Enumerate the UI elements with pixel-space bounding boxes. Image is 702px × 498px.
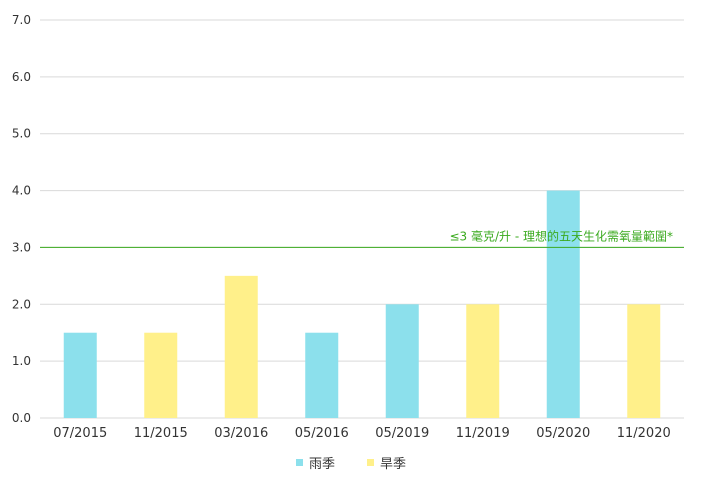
bar-dry[interactable] [627, 304, 661, 418]
bar-dry[interactable] [144, 332, 178, 418]
y-tick-label: 3.0 [12, 240, 31, 254]
y-tick-label: 6.0 [12, 70, 31, 84]
x-tick-label: 05/2016 [295, 426, 349, 441]
x-tick-label: 11/2019 [456, 426, 510, 441]
y-tick-label: 1.0 [12, 354, 31, 368]
legend-item-dry[interactable]: 旱季 [367, 453, 406, 472]
y-tick-label: 5.0 [12, 127, 31, 141]
x-axis-ticks: 07/2015 11/2015 03/2016 05/2016 05/2019 11/20… [53, 426, 671, 441]
legend-swatch-rainy [295, 459, 303, 466]
bars [63, 190, 661, 418]
bar-chart: 0.0 1.0 2.0 3.0 4.0 5.0 6.0 7.0 ≤3 毫克/升 - 理想的五天… [12, 13, 684, 441]
y-tick-label: 4.0 [12, 184, 31, 198]
bar-dry[interactable] [224, 275, 258, 418]
bar-rainy[interactable] [385, 304, 419, 418]
x-tick-label: 03/2016 [214, 426, 268, 441]
y-tick-label: 7.0 [12, 13, 31, 27]
reference-line-group: ≤3 毫克/升 - 理想的五天生化需氧量範圍* [40, 228, 684, 248]
reference-line-label: ≤3 毫克/升 - 理想的五天生化需氧量範圍* [449, 228, 673, 243]
x-tick-label: 07/2015 [53, 426, 107, 441]
y-tick-label: 2.0 [12, 297, 31, 311]
x-tick-label: 11/2020 [617, 426, 671, 441]
legend-label-dry: 旱季 [380, 457, 407, 472]
bar-rainy[interactable] [546, 190, 580, 418]
bar-rainy[interactable] [63, 332, 97, 418]
legend: 雨季 旱季 [0, 453, 702, 472]
gridlines [40, 19, 684, 419]
legend-item-rainy[interactable]: 雨季 [295, 453, 335, 472]
legend-label-rainy: 雨季 [308, 457, 335, 472]
x-tick-label: 05/2019 [375, 426, 429, 441]
y-tick-label: 0.0 [12, 411, 31, 425]
x-tick-label: 11/2015 [134, 426, 188, 441]
y-axis-ticks: 0.0 1.0 2.0 3.0 4.0 5.0 6.0 7.0 [12, 13, 31, 425]
bar-dry[interactable] [466, 304, 500, 418]
bar-rainy[interactable] [305, 332, 339, 418]
legend-swatch-dry [367, 459, 374, 466]
x-tick-label: 05/2020 [536, 426, 590, 441]
